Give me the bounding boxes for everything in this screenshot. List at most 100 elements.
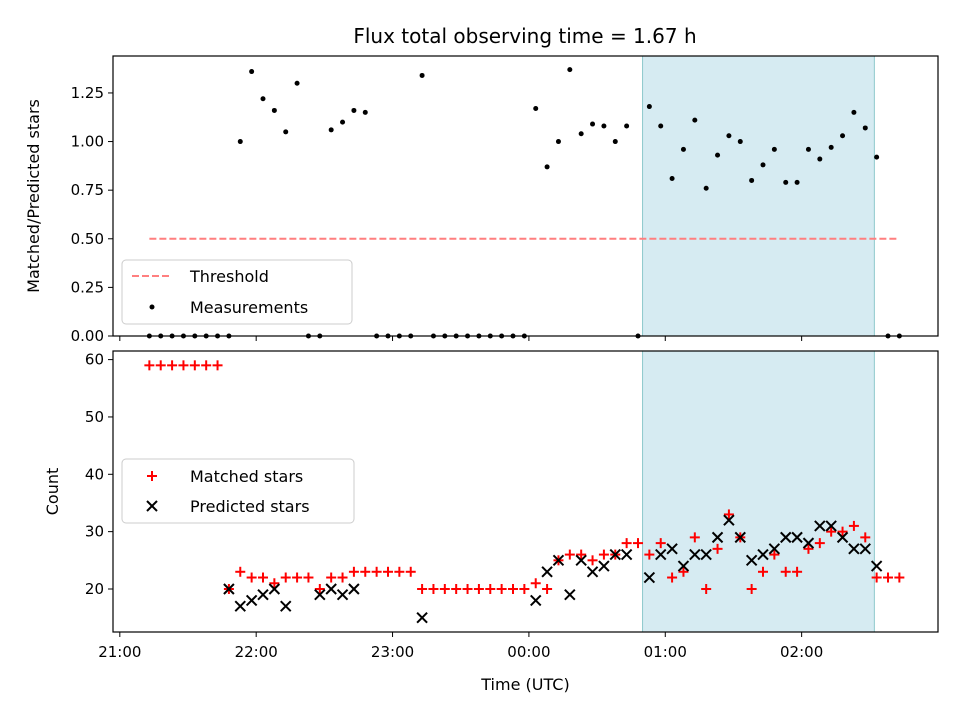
predicted-star-point	[723, 514, 735, 526]
predicted-star-point	[780, 531, 792, 544]
matched-star-point	[576, 549, 587, 560]
matched-star-point	[303, 572, 314, 583]
legend-box	[121, 259, 353, 325]
predicted-star-point	[711, 531, 724, 544]
x-tick-label: 22:00	[235, 643, 278, 661]
measurement-point	[362, 109, 368, 115]
legend-threshold-label: Threshold	[189, 267, 269, 286]
measurement-point	[249, 69, 255, 75]
highlight-region	[642, 350, 875, 633]
measurement-point	[692, 117, 698, 123]
bottom-panel: 20 30 40 50 60 21:00 22:00 23:00 00:00 01:00 02:00…	[43, 350, 939, 694]
predicted-star-point	[791, 531, 803, 544]
predicted-star-point	[689, 548, 701, 561]
matched-star-point	[883, 572, 893, 583]
matched-star-point	[371, 566, 382, 577]
predicted-star-point	[870, 560, 883, 572]
y-axis-label: Matched/Predicted stars	[24, 99, 43, 293]
chart-title: Flux total observing time = 1.67 h	[353, 24, 696, 48]
legend-predicted-swatch	[146, 500, 158, 512]
y-tick-label: 50	[85, 408, 104, 426]
predicted-star-point	[552, 554, 565, 567]
matched-star-point	[655, 538, 666, 549]
measurement-point	[578, 131, 584, 137]
legend-measurement-swatch	[149, 304, 155, 310]
matched-star-point	[212, 360, 223, 371]
predicted-star-point	[314, 589, 326, 601]
measurement-point	[771, 146, 777, 152]
y-tick-label: 20	[85, 580, 104, 598]
measurement-point	[851, 109, 857, 115]
matched-star-point	[337, 572, 348, 583]
y-tick-label: 1.25	[71, 84, 104, 102]
predicted-star-point	[280, 600, 292, 612]
measurement-point	[749, 177, 755, 183]
measurement-point	[544, 164, 550, 170]
measurement-point	[612, 139, 618, 145]
predicted-star-point	[825, 520, 837, 532]
measurement-point	[658, 123, 664, 129]
matched-star-point	[485, 583, 496, 594]
predicted-star-point	[836, 531, 849, 544]
measurement-point	[328, 127, 334, 133]
measurement-point	[669, 176, 675, 181]
matched-star-point	[394, 566, 405, 577]
measurement-point	[283, 129, 289, 135]
matched-star-point	[780, 566, 791, 577]
predicted-star-point	[223, 583, 235, 595]
legend-matched-swatch	[147, 471, 157, 481]
measurement-point	[715, 152, 721, 158]
x-tick-label: 23:00	[371, 643, 414, 661]
predicted-star-point	[325, 583, 337, 595]
measurement-point	[351, 107, 357, 113]
matched-star-point	[417, 583, 428, 594]
x-axis-label: Time (UTC)	[480, 675, 569, 694]
matched-star-point	[326, 572, 337, 583]
matched-star-point	[848, 520, 859, 531]
matched-star-point	[246, 572, 257, 583]
measurement-point	[340, 119, 346, 125]
predicted-star-point	[620, 548, 633, 561]
measurement-point	[260, 96, 266, 102]
predicted-star-point	[814, 520, 826, 532]
matched-star-point	[144, 360, 155, 371]
predicted-star-point	[575, 554, 587, 567]
y-axis-label: Count	[43, 468, 62, 516]
matched-star-point	[348, 566, 359, 577]
measurement-point	[601, 123, 607, 129]
predicted-star-point	[768, 543, 781, 555]
legend: Threshold Measurements	[121, 259, 353, 325]
legend-box	[121, 458, 355, 524]
measurement-point	[760, 162, 766, 168]
measurement-point	[271, 107, 277, 113]
matched-star-point	[542, 583, 553, 594]
matched-star-point	[803, 543, 814, 554]
matched-star-point	[758, 566, 768, 577]
predicted-star-point	[541, 566, 553, 578]
matched-star-point	[587, 555, 598, 566]
matched-star-point	[178, 360, 189, 371]
matched-star-point	[860, 532, 871, 543]
legend: Matched stars Predicted stars	[121, 458, 355, 524]
matched-star-point	[689, 532, 700, 543]
matched-star-point	[678, 566, 689, 577]
matched-star-point	[621, 538, 632, 549]
x-tick-label: 01:00	[644, 643, 687, 661]
predicted-star-point	[757, 548, 769, 561]
x-tick-label: 21:00	[98, 643, 141, 661]
predicted-star-point	[257, 589, 269, 601]
y-tick-label: 40	[85, 465, 104, 483]
measurement-point	[737, 139, 743, 145]
predicted-star-point	[598, 560, 610, 572]
y-tick-label: 30	[85, 523, 104, 541]
matched-star-point	[189, 360, 200, 371]
predicted-star-point	[609, 548, 621, 561]
matched-star-point	[837, 526, 848, 537]
predicted-star-point	[245, 594, 258, 607]
predicted-star-point	[530, 594, 542, 607]
matched-star-point	[564, 549, 575, 560]
y-tick-label: 0.00	[71, 327, 104, 345]
matched-star-point	[201, 360, 212, 371]
x-tick-label: 02:00	[780, 643, 823, 661]
